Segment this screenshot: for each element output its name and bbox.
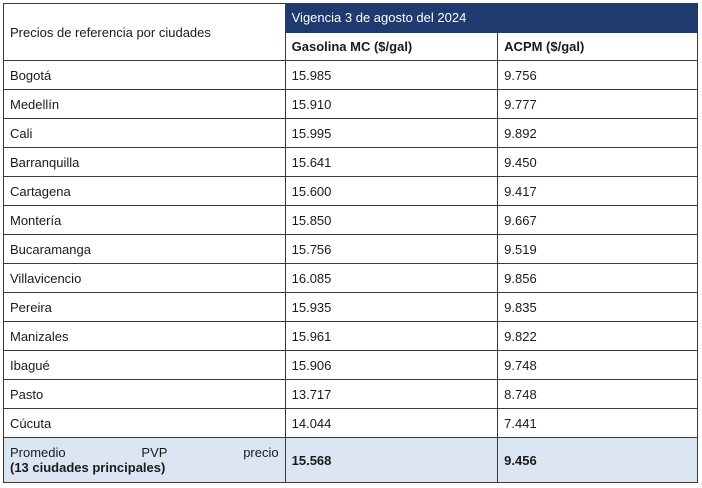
average-word-precio: precio bbox=[243, 445, 279, 460]
average-word-pvp: PVP bbox=[141, 445, 168, 460]
average-label-line1: Promedio PVP precio bbox=[10, 445, 279, 460]
table-row: Cúcuta 14.044 7.441 bbox=[3, 408, 698, 438]
acpm-cell: 9.835 bbox=[497, 292, 698, 322]
table-row: Ibagué 15.906 9.748 bbox=[3, 350, 698, 380]
table-row: Montería 15.850 9.667 bbox=[3, 205, 698, 235]
acpm-cell: 9.667 bbox=[497, 205, 698, 235]
gasolina-cell: 15.910 bbox=[284, 89, 499, 119]
gasolina-cell: 16.085 bbox=[284, 263, 499, 293]
city-cell: Cúcuta bbox=[3, 408, 286, 438]
table-row: Medellín 15.910 9.777 bbox=[3, 89, 698, 119]
average-label: Promedio PVP precio (13 ciudades princip… bbox=[3, 437, 286, 483]
table-row: Cartagena 15.600 9.417 bbox=[3, 176, 698, 206]
average-acpm: 9.456 bbox=[497, 437, 698, 483]
acpm-cell: 8.748 bbox=[497, 379, 698, 409]
acpm-cell: 9.822 bbox=[497, 321, 698, 351]
gasolina-cell: 15.961 bbox=[284, 321, 499, 351]
acpm-cell: 9.417 bbox=[497, 176, 698, 206]
table-header-row-1: Precios de referencia por ciudades Vigen… bbox=[3, 3, 699, 61]
city-cell: Pasto bbox=[3, 379, 286, 409]
acpm-cell: 9.748 bbox=[497, 350, 698, 380]
average-word-promedio: Promedio bbox=[10, 445, 66, 460]
acpm-cell: 9.450 bbox=[497, 147, 698, 177]
header-acpm: ACPM ($/gal) bbox=[497, 31, 698, 61]
city-cell: Bogotá bbox=[3, 60, 286, 90]
city-cell: Barranquilla bbox=[3, 147, 286, 177]
average-gasolina: 15.568 bbox=[284, 437, 499, 483]
city-cell: Bucaramanga bbox=[3, 234, 286, 264]
gasolina-cell: 15.935 bbox=[284, 292, 499, 322]
table-row: Bucaramanga 15.756 9.519 bbox=[3, 234, 698, 264]
city-cell: Medellín bbox=[3, 89, 286, 119]
gasolina-cell: 13.717 bbox=[284, 379, 499, 409]
gasolina-cell: 15.756 bbox=[284, 234, 499, 264]
city-cell: Cartagena bbox=[3, 176, 286, 206]
acpm-cell: 9.892 bbox=[497, 118, 698, 148]
table-row: Villavicencio 16.085 9.856 bbox=[3, 263, 698, 293]
city-cell: Pereira bbox=[3, 292, 286, 322]
table-row: Pasto 13.717 8.748 bbox=[3, 379, 698, 409]
gasolina-cell: 15.641 bbox=[284, 147, 499, 177]
table-row: Pereira 15.935 9.835 bbox=[3, 292, 698, 322]
city-cell: Villavicencio bbox=[3, 263, 286, 293]
gasolina-cell: 14.044 bbox=[284, 408, 499, 438]
acpm-cell: 9.756 bbox=[497, 60, 698, 90]
acpm-cell: 9.777 bbox=[497, 89, 698, 119]
header-label: Precios de referencia por ciudades bbox=[3, 3, 286, 61]
average-label-line2: (13 ciudades principales) bbox=[10, 460, 166, 475]
gasolina-cell: 15.600 bbox=[284, 176, 499, 206]
gasolina-cell: 15.995 bbox=[284, 118, 499, 148]
table-row: Manizales 15.961 9.822 bbox=[3, 321, 698, 351]
city-cell: Cali bbox=[3, 118, 286, 148]
table-row: Cali 15.995 9.892 bbox=[3, 118, 698, 148]
header-gasolina: Gasolina MC ($/gal) bbox=[284, 31, 499, 61]
table-row: Barranquilla 15.641 9.450 bbox=[3, 147, 698, 177]
average-row: Promedio PVP precio (13 ciudades princip… bbox=[3, 437, 698, 483]
gasolina-cell: 15.906 bbox=[284, 350, 499, 380]
acpm-cell: 9.519 bbox=[497, 234, 698, 264]
gasolina-cell: 15.850 bbox=[284, 205, 499, 235]
table-row: Bogotá 15.985 9.756 bbox=[3, 60, 698, 90]
city-cell: Ibagué bbox=[3, 350, 286, 380]
header-vigencia: Vigencia 3 de agosto del 2024 bbox=[284, 3, 699, 33]
fuel-price-table: Precios de referencia por ciudades Vigen… bbox=[3, 3, 699, 483]
gasolina-cell: 15.985 bbox=[284, 60, 499, 90]
acpm-cell: 9.856 bbox=[497, 263, 698, 293]
acpm-cell: 7.441 bbox=[497, 408, 698, 438]
city-cell: Manizales bbox=[3, 321, 286, 351]
table-header-row-2: Gasolina MC ($/gal) ACPM ($/gal) bbox=[4, 31, 698, 61]
city-cell: Montería bbox=[3, 205, 286, 235]
